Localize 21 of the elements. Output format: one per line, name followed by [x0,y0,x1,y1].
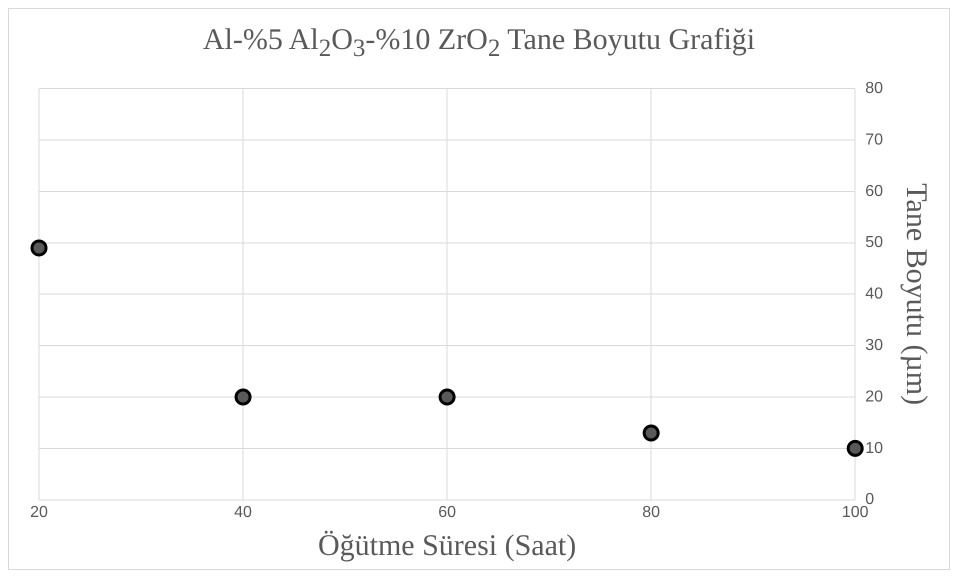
y-axis-title: Tane Boyutu (µm) [900,183,934,406]
x-tick-label: 20 [30,504,48,521]
x-tick-label: 80 [642,504,660,521]
point [234,388,252,406]
y-tick-label: 30 [865,337,884,354]
y-tick-label: 20 [865,388,884,406]
x-axis-title: Öğütme Süresi (Saat) [318,528,576,562]
point [846,440,864,457]
y-tick-label: 50 [865,234,884,252]
point [642,424,660,442]
x-tick-label: 60 [438,504,456,521]
y-tick-label: 40 [865,286,884,303]
chart-title: Al-%5 Al$_{2}$O$_{3}$-%10 ZrO$_{2}$ Tane Boyutu Grafiği [202,22,756,64]
x-tick-label: 40 [234,504,252,521]
y-tick-label: 70 [865,131,884,148]
y-tick-label: 80 [865,80,884,98]
y-tick-label: 60 [865,182,884,200]
point [438,388,456,406]
point [30,239,48,256]
x-tick-label: 100 [842,504,869,521]
y-tick-label: 10 [865,440,884,457]
